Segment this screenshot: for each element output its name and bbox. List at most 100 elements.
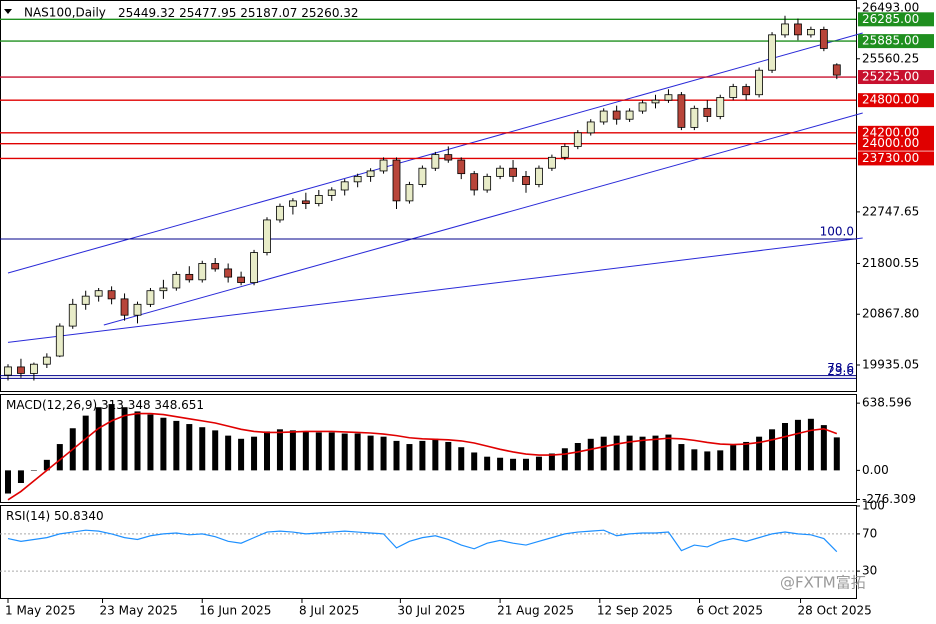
candle-body	[276, 205, 284, 221]
open: 25449.32	[118, 6, 175, 20]
y-tick-label: -276.309	[862, 492, 916, 506]
candle-body	[535, 167, 543, 185]
candle-body	[263, 219, 271, 253]
macd-bar	[639, 436, 646, 471]
macd-bar	[173, 420, 180, 471]
candle-body	[651, 99, 660, 104]
level-tag	[858, 34, 934, 49]
macd-bar	[574, 443, 581, 471]
signal-value: 348.651	[154, 398, 204, 412]
candle-body	[133, 303, 142, 316]
candle-body	[418, 167, 427, 185]
candle-body	[42, 356, 51, 365]
macd-bar	[82, 415, 89, 471]
macd-bar	[484, 456, 491, 471]
macd-bar	[302, 431, 309, 471]
macd-bar	[458, 447, 465, 471]
macd-bar	[264, 431, 270, 471]
candle-body	[690, 107, 699, 128]
fib-label: 100.0	[820, 224, 854, 238]
macd-bar	[56, 444, 63, 471]
level-tag	[858, 70, 934, 85]
candle-body	[405, 184, 414, 202]
candle-body	[314, 195, 323, 205]
menu-arrow[interactable]	[4, 9, 12, 14]
macd-bar	[160, 417, 167, 471]
level-label: 23730.00	[862, 151, 919, 165]
candle-body	[573, 132, 582, 147]
macd-bar	[756, 436, 763, 471]
candle-body	[340, 181, 349, 191]
level-label: 26285.00	[862, 12, 919, 26]
candle-body	[599, 110, 608, 123]
candle-body	[185, 273, 194, 281]
macd-bar	[30, 470, 37, 471]
candle-body	[353, 175, 362, 183]
candle-body	[677, 94, 686, 128]
y-tick-label: 20867.80	[862, 307, 919, 321]
x-tick-label: 23 May 2025	[100, 604, 178, 618]
y-tick-label: 0.00	[862, 463, 889, 477]
level-tag	[858, 136, 934, 151]
candle-body	[379, 159, 388, 172]
candle-body	[496, 167, 505, 177]
macd-bar	[393, 440, 400, 471]
macd-pane-frame	[0, 394, 857, 503]
candle-body	[509, 167, 517, 177]
macd-bar	[341, 433, 348, 471]
level-label: 25225.00	[862, 70, 919, 84]
macd-bar	[510, 458, 517, 471]
watermark: @FXTM富拓	[780, 574, 866, 592]
candle-body	[742, 86, 751, 96]
level-label: 25885.00	[862, 34, 919, 48]
macd-bar	[600, 436, 607, 471]
candle-body	[250, 252, 258, 283]
candle-body	[107, 290, 116, 300]
candle-body	[470, 173, 479, 191]
candle-body	[548, 156, 556, 169]
macd-bar	[535, 456, 542, 471]
candle-body	[366, 170, 375, 177]
candle-body	[729, 86, 738, 98]
macd-bar	[471, 452, 478, 471]
y-tick-label: 26493.00	[862, 1, 919, 15]
macd-bar	[833, 437, 840, 471]
x-tick-label: 6 Oct 2025	[697, 604, 764, 618]
macd-bar	[730, 445, 737, 471]
macd-bar	[445, 441, 452, 471]
y-tick-label: 100	[862, 499, 885, 513]
y-tick-label: 22747.65	[862, 204, 919, 218]
macd-bar	[212, 430, 219, 471]
y-tick-label: 25560.25	[862, 51, 919, 65]
trendline	[103, 112, 863, 326]
macd-bar	[769, 429, 776, 471]
high: 25477.95	[179, 6, 236, 20]
y-tick-label: 21800.55	[862, 256, 919, 270]
macd-bar	[794, 419, 801, 471]
x-tick-label: 30 Jul 2025	[397, 604, 465, 618]
macd-bar	[328, 432, 335, 471]
x-tick-label: 1 May 2025	[5, 604, 76, 618]
macd-bar	[315, 432, 322, 471]
ohlc-header: 25449.32 25477.95 25187.07 25260.32	[118, 6, 359, 20]
macd-bar	[652, 435, 659, 471]
level-label: 24000.00	[862, 136, 919, 150]
x-tick-label: 12 Sep 2025	[597, 604, 673, 618]
macd-bar	[613, 435, 620, 471]
candle-body	[716, 97, 725, 117]
macd-bar	[43, 459, 50, 471]
candle-body	[327, 189, 336, 196]
macd-bar	[717, 450, 724, 471]
candle-body	[301, 200, 310, 205]
level-tag	[858, 12, 934, 27]
macd-bar	[199, 427, 206, 471]
x-tick-label: 8 Jul 2025	[299, 604, 359, 618]
x-tick-label: 21 Aug 2025	[497, 604, 574, 618]
candle-body	[703, 107, 712, 117]
candle-body	[625, 110, 634, 120]
candle-body	[4, 366, 12, 376]
candle-body	[120, 298, 129, 316]
candle-body	[522, 175, 530, 185]
macd-bar	[561, 448, 568, 471]
